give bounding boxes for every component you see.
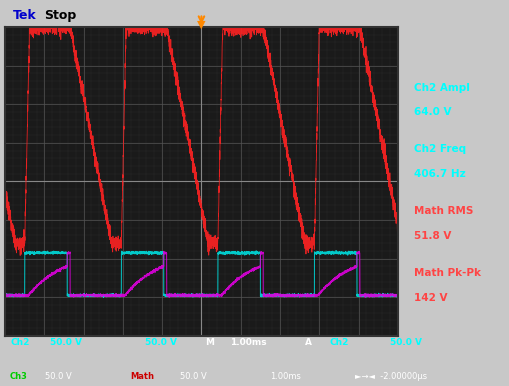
Text: A: A (304, 337, 312, 347)
Text: ►→◄  -2.00000µs: ►→◄ -2.00000µs (354, 372, 426, 381)
Text: M: M (205, 337, 214, 347)
Text: 64.0 V: 64.0 V (413, 107, 450, 117)
Text: ▼: ▼ (197, 20, 205, 30)
Text: Ch3: Ch3 (10, 372, 28, 381)
Text: 1.00ms: 1.00ms (269, 372, 300, 381)
Text: Ch2: Ch2 (10, 337, 30, 347)
Text: 406.7 Hz: 406.7 Hz (413, 169, 464, 179)
Text: Stop: Stop (44, 9, 76, 22)
Text: Math: Math (130, 372, 154, 381)
Text: Math Pk-Pk: Math Pk-Pk (413, 268, 479, 278)
Text: 50.0 V: 50.0 V (145, 337, 177, 347)
Text: Ch2: Ch2 (329, 337, 349, 347)
Text: Math RMS: Math RMS (413, 206, 472, 216)
Text: 142 V: 142 V (413, 293, 446, 303)
Text: Tek: Tek (13, 9, 37, 22)
Text: 50.0 V: 50.0 V (389, 337, 421, 347)
Text: 1.00ms: 1.00ms (230, 337, 266, 347)
Text: 50.0 V: 50.0 V (180, 372, 206, 381)
Text: 50.0 V: 50.0 V (45, 372, 72, 381)
Text: Ch2 Freq: Ch2 Freq (413, 144, 465, 154)
Text: 50.0 V: 50.0 V (50, 337, 82, 347)
Text: Ch2 Ampl: Ch2 Ampl (413, 83, 469, 93)
Text: 51.8 V: 51.8 V (413, 231, 450, 241)
